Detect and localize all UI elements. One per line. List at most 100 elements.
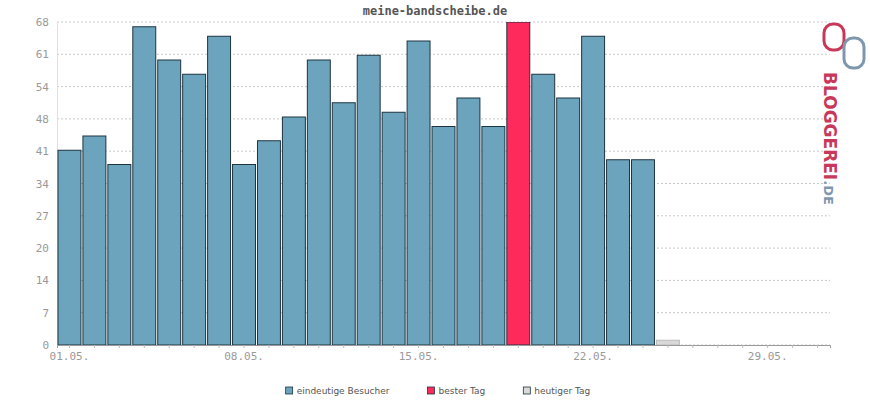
x-tick [667, 345, 668, 348]
y-tick: 61 [36, 48, 57, 61]
bar [332, 103, 355, 345]
x-tick-label: 22.05. [573, 350, 613, 363]
bar [656, 340, 679, 345]
x-tick-label: 08.05. [224, 350, 264, 363]
bar [507, 22, 530, 345]
x-tick [468, 345, 469, 348]
title: meine-bandscheibe.de [363, 4, 508, 18]
x-tick [792, 345, 793, 348]
x-tick-mark [717, 345, 718, 348]
x-tick-mark [767, 345, 768, 348]
bar [407, 41, 430, 345]
y-tick-label: 48 [36, 113, 49, 126]
x-tick-label: 29.05. [748, 350, 788, 363]
x-tick [194, 345, 195, 348]
x-tick-mark [642, 345, 643, 348]
legend-label: bester Tag [439, 386, 486, 396]
x-tick: 22.05. [573, 345, 613, 363]
logo-shape [844, 38, 864, 68]
x-tick-mark [468, 345, 469, 348]
bar [607, 160, 630, 345]
x-tick-mark [244, 345, 245, 348]
x-tick [817, 345, 818, 348]
x-tick-mark [368, 345, 369, 348]
bars [58, 22, 679, 345]
x-tick-label: 01.05. [50, 350, 90, 363]
x-tick [568, 345, 569, 348]
x-tick-mark [692, 345, 693, 348]
x-tick [343, 345, 344, 348]
x-tick [219, 345, 220, 348]
brand-annotation: BLOGGEREI.DE [820, 72, 840, 205]
x-tick-mark [742, 345, 743, 348]
y-tick-label: 27 [36, 210, 49, 223]
x-axis-line [58, 346, 831, 349]
bar [432, 127, 455, 346]
legend-item: heutiger Tag [523, 386, 590, 396]
annotation: BLOGGEREI [820, 72, 840, 180]
x-tick-mark [393, 345, 394, 348]
x-tick-mark [219, 345, 220, 348]
x-tick [543, 345, 544, 348]
bar [482, 127, 505, 346]
y-tick: 68 [36, 16, 57, 29]
bar [233, 165, 256, 346]
bar [83, 136, 106, 345]
x-tick-mark [593, 345, 594, 348]
x-tick [393, 345, 394, 348]
x-tick-mark [343, 345, 344, 348]
x-tick [94, 345, 95, 348]
x-tick [518, 345, 519, 348]
x-tick-mark [493, 345, 494, 348]
x-tick: 15.05. [399, 345, 439, 363]
x-tick-mark [268, 345, 269, 348]
legend-item: bester Tag [428, 386, 486, 396]
bar [582, 36, 605, 345]
x-tick [642, 345, 643, 348]
x-tick [493, 345, 494, 348]
x-tick [268, 345, 269, 348]
y-tick: 34 [36, 178, 57, 191]
x-tick [169, 345, 170, 348]
y-tick: 20 [36, 242, 57, 255]
x-tick [443, 345, 444, 348]
grid-line [57, 54, 830, 55]
x-tick [368, 345, 369, 348]
bar [357, 55, 380, 345]
x-tick-mark [94, 345, 95, 348]
y-tick-label: 20 [36, 242, 49, 255]
y-tick-label: 34 [36, 178, 50, 191]
x-tick-mark [69, 345, 70, 348]
x-tick [692, 345, 693, 348]
y-tick-label: 61 [36, 48, 49, 61]
bar [158, 60, 181, 345]
x-tick-mark [194, 345, 195, 348]
y-tick-label: 54 [36, 81, 50, 94]
x-tick [318, 345, 319, 348]
bar [108, 165, 131, 346]
y-tick: 27 [36, 210, 57, 223]
bar [133, 27, 156, 345]
x-tick-mark [667, 345, 668, 348]
bar [457, 98, 480, 345]
bar [307, 60, 330, 345]
y-tick: 14 [36, 274, 57, 287]
bar [532, 74, 555, 345]
y-tick-label: 0 [42, 339, 49, 352]
y-tick-label: 7 [42, 307, 49, 320]
bar [257, 141, 280, 345]
logo-shape [824, 24, 844, 50]
x-tick-mark [543, 345, 544, 348]
bar [282, 117, 305, 345]
y-axis: 07142027344148546168 [36, 16, 58, 352]
legend-swatch [523, 387, 530, 394]
x-tick-mark [568, 345, 569, 348]
bar [183, 74, 206, 345]
x-tick [742, 345, 743, 348]
x-tick [119, 345, 120, 348]
logo-icon [824, 24, 864, 68]
y-tick: 7 [42, 307, 57, 320]
grid [57, 22, 830, 345]
x-tick-mark [443, 345, 444, 348]
chart: meine-bandscheibe.de07142027344148546168… [0, 0, 870, 400]
